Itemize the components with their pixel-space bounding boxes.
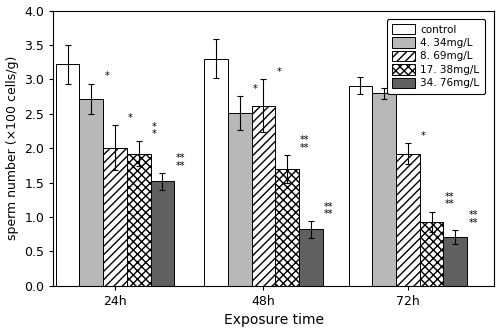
Text: **: **	[176, 161, 185, 171]
Bar	[252, 106, 276, 286]
Text: **: **	[444, 192, 454, 202]
Text: **: **	[324, 201, 334, 211]
Bar	[299, 229, 323, 286]
Text: **: **	[300, 136, 310, 146]
Text: **: **	[324, 209, 334, 219]
Bar	[420, 222, 444, 286]
Text: *: *	[421, 131, 426, 141]
Text: *: *	[128, 113, 133, 123]
Text: *: *	[253, 84, 258, 94]
X-axis label: Exposure time: Exposure time	[224, 313, 324, 327]
Bar	[150, 181, 174, 286]
Bar	[444, 237, 467, 286]
Bar	[396, 154, 419, 286]
Bar	[127, 154, 150, 286]
Text: *: *	[276, 67, 281, 77]
Bar	[204, 59, 228, 286]
Text: **: **	[468, 210, 478, 220]
Bar	[372, 93, 396, 286]
Text: *: *	[152, 122, 156, 132]
Bar	[228, 113, 252, 286]
Text: *: *	[104, 72, 109, 82]
Text: *: *	[152, 129, 156, 139]
Bar	[56, 64, 80, 286]
Bar	[348, 86, 372, 286]
Bar	[276, 169, 299, 286]
Text: **: **	[300, 143, 310, 153]
Bar	[103, 148, 127, 286]
Y-axis label: sperm number (×100 cells/g): sperm number (×100 cells/g)	[6, 56, 18, 240]
Text: **: **	[176, 154, 185, 164]
Bar	[80, 99, 103, 286]
Text: **: **	[468, 218, 478, 228]
Legend: control, 4. 34mg/L, 8. 69mg/L, 17. 38mg/L, 34. 76mg/L: control, 4. 34mg/L, 8. 69mg/L, 17. 38mg/…	[387, 19, 485, 94]
Text: **: **	[444, 199, 454, 209]
